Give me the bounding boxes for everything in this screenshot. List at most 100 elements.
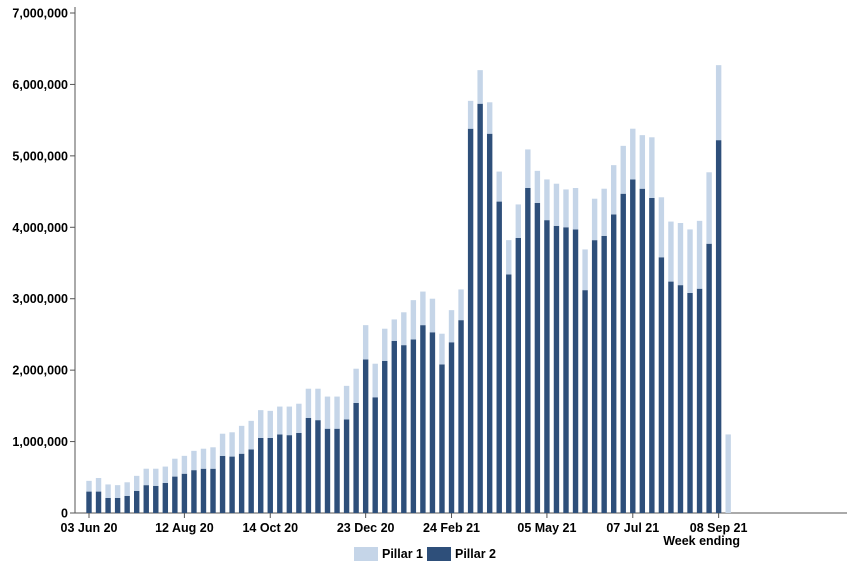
bar-pillar-1 [229,432,235,457]
bar-pillar-2 [86,491,92,513]
bar-pillar-2 [572,229,579,513]
bar-pillar-2 [715,140,722,513]
bar-pillar-1 [620,145,626,194]
bar-pillar-2 [448,342,455,513]
bar-pillar-1 [458,289,464,321]
bar-pillar-1 [448,310,455,343]
bar-pillar-1 [86,480,92,492]
bar-pillar-1 [372,363,378,398]
bar-pillar-1 [153,468,159,486]
bar-pillar-1 [410,300,417,340]
x-tick-label: 23 Dec 20 [337,521,395,535]
bar-pillar-1 [334,396,340,429]
bar-pillar-2 [267,438,273,513]
bar-pillar-1 [219,433,226,456]
bar-pillar-1 [563,189,569,228]
bar-pillar-1 [362,325,369,360]
bar-pillar-2 [620,193,626,513]
bar-pillar-2 [315,420,321,513]
y-tick-label: 2,000,000 [12,364,68,378]
bar-pillar-1 [95,478,102,492]
bar-pillar-2 [248,449,254,513]
x-tick-label: 03 Jun 20 [61,521,118,535]
bar-pillar-2 [162,483,169,513]
bar-pillar-1 [591,198,598,241]
bar-pillar-2 [563,227,569,514]
bar-pillar-2 [181,473,188,513]
bar-pillar-2 [134,490,140,513]
bar-pillar-1 [267,410,273,438]
bar-pillar-2 [706,243,712,513]
bar-pillar-2 [305,418,312,513]
bar-pillar-2 [372,397,378,513]
bar-pillar-2 [153,485,159,513]
legend-swatch-pillar-2 [427,547,451,561]
bar-pillar-2 [658,257,665,513]
bar-pillar-1 [277,406,283,435]
bar-pillar-2 [677,285,684,513]
bar-pillar-1 [248,420,254,450]
bar-pillar-1 [172,458,178,477]
bar-pillar-2 [324,428,331,513]
bar-pillar-2 [124,495,130,513]
bar-pillar-2 [553,225,560,513]
bar-pillar-2 [534,203,541,513]
legend: Pillar 1 Pillar 2 [0,547,850,561]
bar-pillar-2 [258,438,264,513]
bar-pillar-2 [238,453,245,513]
bar-pillar-1 [200,448,207,469]
bar-pillar-1 [353,368,359,403]
bar-pillar-2 [591,240,598,513]
bar-pillar-2 [382,360,388,513]
bar-pillar-2 [143,485,149,513]
bar-pillar-2 [544,220,550,513]
bar-pillar-2 [611,214,617,513]
x-tick-label: 14 Oct 20 [242,521,298,535]
bar-pillar-2 [496,201,502,514]
bar-pillar-2 [401,345,407,513]
bar-pillar-1 [515,204,521,238]
x-tick-label: 12 Aug 20 [155,521,214,535]
bar-pillar-1 [572,188,579,230]
bar-pillar-1 [525,149,531,188]
bar-pillar-1 [544,179,550,221]
bar-pillar-1 [553,183,560,226]
bar-pillar-1 [181,455,188,474]
bar-pillar-1 [668,221,674,282]
bar-pillar-1 [258,410,264,438]
bar-pillar-2 [362,359,369,513]
bar-pillar-2 [668,281,674,513]
bar-pillar-2 [229,456,235,513]
bar-pillar-2 [286,435,293,513]
bar-pillar-2 [439,364,445,513]
bar-pillar-1 [696,220,703,289]
bar-pillar-1 [305,388,312,418]
bar-pillar-2 [630,179,636,513]
bar-pillar-2 [105,498,111,513]
bar-pillar-2 [219,455,226,513]
bar-pillar-1 [429,298,436,333]
bar-pillar-1 [611,165,617,215]
bar-pillar-2 [210,468,216,513]
legend-item-pillar-2: Pillar 2 [427,547,496,561]
bar-pillar-1 [324,396,331,429]
bar-pillar-1 [210,447,216,469]
bar-pillar-1 [582,249,588,291]
bar-pillar-2 [649,198,655,513]
bar-pillar-1 [114,485,121,498]
bar-pillar-1 [105,484,111,498]
y-tick-label: 5,000,000 [12,149,68,163]
bar-pillar-2 [515,238,521,513]
bar-pillar-1 [191,450,197,471]
bar-pillar-1 [649,137,655,198]
bar-pillar-2 [391,340,397,513]
legend-label-pillar-1: Pillar 1 [382,547,423,561]
bar-pillar-1 [143,468,149,486]
bar-pillar-1 [343,385,350,420]
bar-pillar-1 [134,475,140,491]
bar-pillar-2 [200,468,207,513]
bar-pillar-1 [534,170,541,203]
x-tick-label: 24 Feb 21 [423,521,480,535]
bar-pillar-1 [439,333,445,365]
